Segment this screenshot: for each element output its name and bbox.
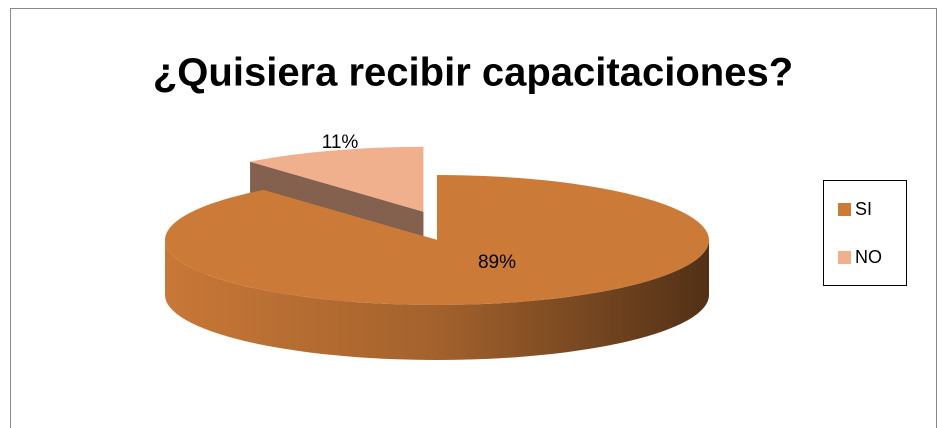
- slice-side-shade: [165, 240, 709, 360]
- data-label: 11%: [322, 132, 359, 153]
- legend-label: NO: [855, 247, 882, 267]
- chart-title: ¿Quisiera recibir capacitaciones?: [153, 51, 793, 95]
- slice: [250, 146, 424, 212]
- legend-swatch: [838, 251, 851, 264]
- legend-box: [823, 180, 907, 286]
- slice: [164, 175, 709, 306]
- data-label: 89%: [478, 252, 516, 273]
- legend-label: SI: [855, 199, 872, 219]
- legend-swatch: [838, 203, 851, 216]
